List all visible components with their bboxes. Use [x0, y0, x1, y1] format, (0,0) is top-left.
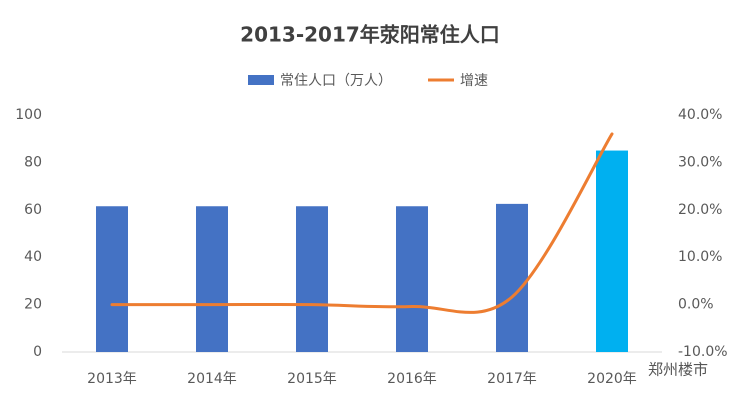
x-tick-label: 2017年	[487, 371, 537, 387]
y2-tick-label: 0.0%	[678, 297, 714, 313]
y2-tick-label: 40.0%	[678, 107, 722, 123]
bar	[196, 206, 228, 352]
x-tick-label: 2013年	[87, 371, 137, 387]
x-tick-label: 2014年	[187, 371, 237, 387]
y2-tick-label: -10.0%	[678, 344, 728, 360]
bar	[596, 150, 628, 352]
legend-label: 增速	[460, 73, 488, 89]
chart-title: 2013-2017年荥阳常住人口	[240, 23, 500, 47]
y-tick-label: 100	[15, 107, 42, 123]
y2-tick-label: 30.0%	[678, 154, 722, 170]
y-tick-label: 60	[24, 202, 42, 218]
brand: 郑州楼市	[648, 361, 708, 379]
legend-label: 常住人口（万人）	[280, 73, 392, 89]
y-tick-label: 0	[33, 344, 42, 360]
bar	[96, 206, 128, 352]
legend-swatch	[248, 75, 274, 85]
y2-tick-label: 20.0%	[678, 202, 722, 218]
x-tick-label: 2020年	[587, 371, 637, 387]
bar	[496, 203, 528, 352]
bar	[396, 206, 428, 352]
y-tick-label: 20	[24, 297, 42, 313]
bar	[296, 206, 328, 352]
x-tick-label: 2015年	[287, 371, 337, 387]
x-tick-label: 2016年	[387, 371, 437, 387]
y-tick-label: 80	[24, 154, 42, 170]
y2-tick-label: 10.0%	[678, 249, 722, 265]
line	[110, 132, 614, 314]
y-tick-label: 40	[24, 249, 42, 265]
